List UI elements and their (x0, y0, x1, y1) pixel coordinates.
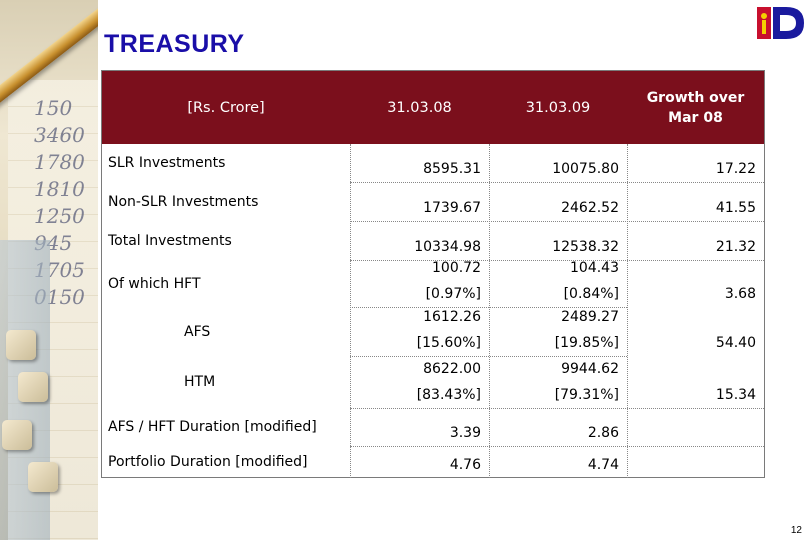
table-cell: 2489.27 [19.85%] (554, 309, 619, 351)
row-divider (350, 356, 627, 357)
calculator-key (18, 372, 48, 402)
table-cell: 104.43 [0.84%] (563, 260, 619, 302)
bank-logo-icon (757, 7, 804, 39)
table-cell: 3.68 (724, 286, 756, 302)
table-cell: 10334.98 (414, 239, 481, 255)
table-cell: 1612.26 [15.60%] (416, 309, 481, 351)
treasury-table: [Rs. Crore] 31.03.08 31.03.09 Growth ove… (101, 70, 765, 478)
table-cell: 12538.32 (552, 239, 619, 255)
row-label-htm: HTM (184, 374, 216, 390)
table-cell: 54.40 (715, 335, 756, 351)
table-header (102, 71, 764, 144)
column-divider (627, 144, 628, 446)
table-cell: 17.22 (715, 161, 756, 177)
row-label-non-slr: Non-SLR Investments (108, 193, 259, 210)
column-divider (350, 446, 351, 478)
calculator-key (2, 420, 32, 450)
table-cell: 1739.67 (423, 200, 481, 216)
row-label-afs: AFS (184, 323, 211, 340)
calculator-key (6, 330, 36, 360)
table-cell: 9944.62 [79.31%] (554, 361, 619, 403)
table-cell (627, 446, 764, 478)
table-cell: 3.39 (449, 425, 481, 441)
row-label-total: Total Investments (108, 232, 232, 249)
column-divider (350, 144, 351, 446)
header-unit: [Rs. Crore] (187, 99, 265, 116)
header-growth: Growth over Mar 08 (646, 89, 745, 126)
row-divider (350, 260, 764, 261)
page-number: 12 (790, 525, 802, 536)
table-cell: 2.86 (587, 425, 619, 441)
table-cell: 15.34 (715, 387, 756, 403)
header-col-2009: 31.03.09 (525, 99, 591, 116)
row-divider (350, 446, 764, 447)
row-divider (350, 408, 764, 409)
row-divider (350, 221, 764, 222)
table-cell: 10075.80 (552, 161, 619, 177)
column-divider (489, 446, 490, 478)
slide-title: TREASURY (104, 30, 245, 58)
row-label-hft: Of which HFT (108, 275, 201, 292)
table-cell: 100.72 [0.97%] (425, 260, 481, 302)
table-cell: 4.76 (449, 457, 481, 473)
column-divider (627, 408, 628, 478)
table-cell: 41.55 (715, 200, 756, 216)
row-divider (350, 307, 627, 308)
calculator-key (28, 462, 58, 492)
row-label-slr: SLR Investments (108, 155, 226, 171)
table-cell: 21.32 (715, 239, 756, 255)
header-col-2008: 31.03.08 (387, 99, 452, 116)
decorative-ledger-photo: 150 3460 1780 1810 1250 945 1705 0150 (0, 0, 98, 540)
row-label-portfolio-duration: Portfolio Duration [modified] (108, 454, 308, 470)
table-cell: 2462.52 (561, 200, 619, 216)
table-cell (627, 408, 764, 446)
column-divider (489, 144, 490, 446)
row-label-afs-hft-duration: AFS / HFT Duration [modified] (108, 419, 317, 435)
table-cell: 8622.00 [83.43%] (416, 361, 481, 403)
row-divider (350, 182, 764, 183)
table-cell: 8595.31 (423, 161, 481, 177)
table-cell: 4.74 (587, 457, 619, 473)
